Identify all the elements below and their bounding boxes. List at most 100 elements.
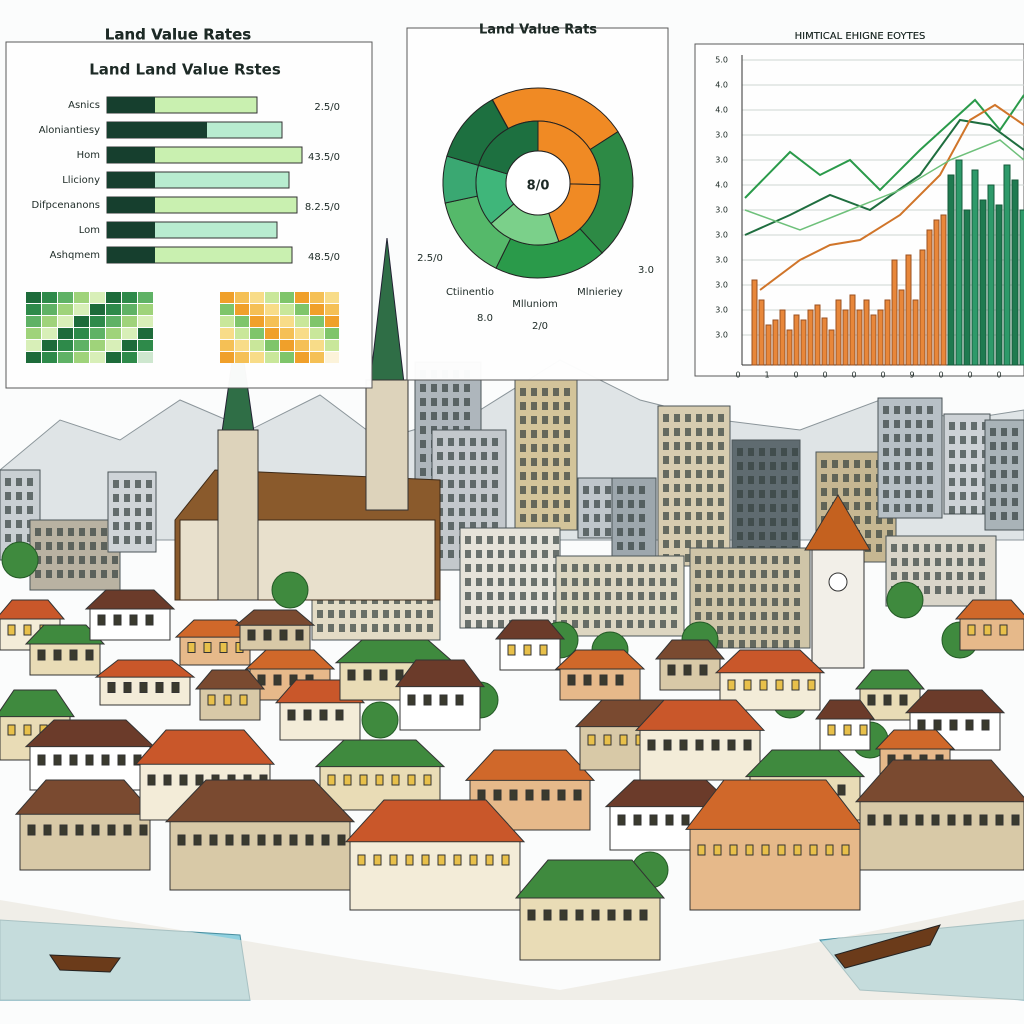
window xyxy=(405,854,414,866)
window xyxy=(717,612,723,620)
window xyxy=(865,516,871,524)
window xyxy=(27,478,33,486)
bar-green xyxy=(955,159,963,366)
window xyxy=(854,474,860,482)
window xyxy=(605,592,611,600)
window xyxy=(761,570,767,578)
window xyxy=(865,488,871,496)
window xyxy=(542,458,548,466)
window xyxy=(37,754,46,766)
window xyxy=(949,436,955,444)
window xyxy=(5,506,11,514)
heat-cell xyxy=(235,292,249,303)
window xyxy=(660,564,666,572)
window xyxy=(927,406,933,414)
window xyxy=(53,754,62,766)
window xyxy=(69,754,78,766)
window xyxy=(697,844,706,856)
window xyxy=(663,498,669,506)
window xyxy=(638,606,644,614)
window xyxy=(809,844,818,856)
window xyxy=(91,824,100,836)
tree xyxy=(1,541,39,579)
window xyxy=(628,500,634,508)
spire xyxy=(367,237,407,401)
window xyxy=(594,514,600,522)
window xyxy=(968,586,974,594)
window xyxy=(960,422,966,430)
window xyxy=(957,558,963,566)
row-label: Lliciony xyxy=(62,175,100,186)
window xyxy=(792,504,798,512)
heat-cell xyxy=(265,304,279,315)
house xyxy=(689,825,861,911)
window xyxy=(487,578,493,586)
window xyxy=(685,442,691,450)
heat-cell xyxy=(74,316,89,327)
window xyxy=(979,558,985,566)
window xyxy=(949,450,955,458)
y-label: 3.0 xyxy=(715,156,728,165)
window xyxy=(718,498,724,506)
window xyxy=(718,456,724,464)
window xyxy=(605,578,611,586)
window xyxy=(968,572,974,580)
roof xyxy=(904,689,1006,714)
window xyxy=(492,438,498,446)
window xyxy=(431,412,437,420)
window xyxy=(557,789,566,801)
window xyxy=(564,500,570,508)
window xyxy=(520,458,526,466)
window xyxy=(79,542,85,550)
window xyxy=(671,564,677,572)
window xyxy=(685,414,691,422)
window xyxy=(531,536,537,544)
window xyxy=(177,834,186,846)
window xyxy=(761,626,767,634)
heat-cell xyxy=(74,328,89,339)
window xyxy=(1011,814,1020,826)
window xyxy=(616,564,622,572)
window xyxy=(470,452,476,460)
window xyxy=(46,528,52,536)
window xyxy=(685,428,691,436)
window xyxy=(257,674,266,686)
window xyxy=(68,528,74,536)
window xyxy=(561,606,567,614)
roof xyxy=(24,719,156,748)
window xyxy=(674,540,680,548)
window xyxy=(145,614,154,626)
window xyxy=(361,610,367,618)
window xyxy=(695,739,704,751)
window xyxy=(792,476,798,484)
roof xyxy=(654,639,726,660)
window xyxy=(696,414,702,422)
window xyxy=(772,640,778,648)
window xyxy=(707,414,713,422)
window xyxy=(905,490,911,498)
window xyxy=(146,536,152,544)
window xyxy=(883,420,889,428)
window xyxy=(359,774,368,786)
window xyxy=(639,909,648,921)
window xyxy=(946,558,952,566)
window xyxy=(739,640,745,648)
window xyxy=(357,854,366,866)
window xyxy=(405,624,411,632)
window xyxy=(663,442,669,450)
window xyxy=(594,620,600,628)
heat-cell xyxy=(280,292,294,303)
window xyxy=(520,550,526,558)
window xyxy=(465,564,471,572)
window xyxy=(448,452,454,460)
window xyxy=(750,612,756,620)
window xyxy=(759,448,765,456)
house xyxy=(519,894,661,961)
window xyxy=(748,518,754,526)
window xyxy=(649,592,655,600)
window xyxy=(481,438,487,446)
window xyxy=(437,452,443,460)
window xyxy=(770,532,776,540)
window xyxy=(772,626,778,634)
roof xyxy=(94,659,196,678)
